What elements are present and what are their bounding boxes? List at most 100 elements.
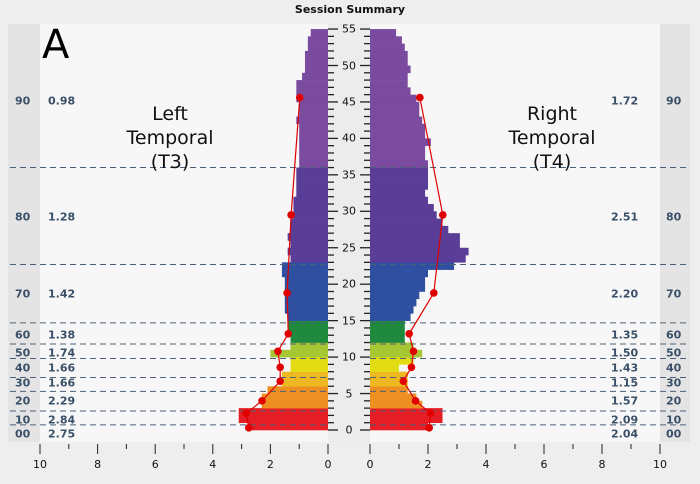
left-percentile-label: 00 (15, 427, 31, 441)
right-bar (370, 189, 426, 198)
left-band-value: 2.29 (48, 394, 76, 408)
right-spectrum-bars (370, 29, 469, 431)
right-bar (370, 138, 431, 146)
left-bar (284, 291, 328, 300)
right-bar (370, 72, 408, 81)
trend-point (411, 397, 420, 405)
left-bar (310, 29, 328, 37)
left-percentile-label: 70 (15, 287, 31, 301)
trend-point (276, 363, 284, 372)
right-bar (370, 109, 420, 117)
right-bar (370, 101, 420, 110)
right-bar (370, 174, 428, 183)
frequency-tick-label: 50 (342, 59, 356, 72)
right-percentile-label: 70 (666, 287, 682, 301)
trend-point (409, 347, 418, 356)
left-bar (281, 371, 328, 380)
left-label-line-3: (T3) (150, 151, 190, 173)
trend-point (274, 347, 282, 356)
right-bar (370, 233, 460, 241)
left-bar (261, 393, 328, 402)
right-percentile-label: 60 (666, 328, 682, 342)
frequency-axis-strip (328, 24, 370, 442)
right-trend-line (399, 93, 447, 432)
right-bar (370, 422, 428, 431)
left-band-value: 1.42 (48, 287, 76, 301)
right-bar (370, 65, 411, 74)
left-plot-area (30, 24, 328, 442)
left-bar (299, 152, 328, 161)
right-band-value: 1.43 (611, 361, 639, 375)
right-bar (370, 342, 414, 351)
left-bar (290, 240, 328, 249)
trend-point (295, 93, 304, 102)
left-bar (290, 225, 328, 234)
right-bar (370, 131, 426, 139)
right-bar (370, 291, 420, 300)
left-region-label: Left Temporal (T3) (105, 102, 235, 174)
frequency-tick-label: 40 (342, 131, 356, 145)
right-bar (370, 211, 437, 219)
trend-point (426, 409, 435, 418)
right-bar (370, 123, 426, 132)
left-bar (293, 211, 328, 219)
right-percentile-label: 90 (666, 94, 682, 108)
frequency-tick-label: 30 (342, 204, 356, 218)
left-bar (293, 204, 328, 212)
right-bar (370, 160, 428, 168)
left-bar (284, 298, 328, 307)
frequency-tick-label: 15 (342, 314, 356, 328)
frequency-tick-label: 55 (342, 22, 356, 36)
right-bar (370, 262, 455, 270)
right-bar (370, 29, 397, 37)
left-bar (299, 101, 328, 110)
left-bar (290, 342, 328, 351)
frequency-tick-label: 10 (342, 350, 356, 364)
frequency-tick-label: 20 (342, 277, 356, 291)
left-label-line-2: Temporal (126, 127, 214, 149)
right-band-value: 1.15 (611, 376, 639, 390)
right-band-value: 2.09 (611, 413, 639, 427)
left-bar (296, 116, 328, 125)
right-bar (370, 225, 449, 234)
left-band-value: 2.84 (48, 413, 76, 427)
left-x-tick-label: 4 (209, 458, 217, 471)
right-region-label: Right Temporal (T4) (487, 102, 617, 174)
left-bar (307, 36, 328, 44)
left-bar (290, 364, 328, 372)
right-percentile-column (660, 24, 690, 442)
left-bar (238, 408, 328, 416)
right-bar (370, 145, 426, 154)
left-bar (304, 58, 328, 66)
left-percentile-label: 10 (15, 413, 31, 427)
right-bar (370, 182, 428, 190)
left-bar (299, 131, 328, 139)
left-band-value: 2.75 (48, 427, 76, 441)
left-bar (296, 189, 328, 198)
left-bar (302, 72, 328, 81)
right-label-line-3: (T4) (532, 151, 572, 173)
left-percentile-label: 40 (15, 361, 31, 375)
right-bar (370, 386, 408, 394)
right-band-value: 1.72 (611, 94, 639, 108)
right-x-tick-label: 0 (366, 458, 374, 471)
left-bar (293, 196, 328, 205)
frequency-tick-label: 25 (342, 241, 356, 255)
right-label-line-2: Temporal (508, 127, 596, 149)
right-bar (370, 327, 405, 336)
frequency-tick-label: 0 (345, 423, 353, 437)
left-bar (299, 123, 328, 132)
left-percentile-column (8, 24, 40, 442)
left-bar (281, 378, 328, 387)
right-label-line-1: Right (526, 103, 578, 125)
right-bar (370, 218, 443, 227)
chart-title: Session Summary (294, 3, 406, 16)
right-bar (370, 269, 428, 278)
left-bar (304, 50, 328, 59)
panel-letter: A (42, 22, 70, 68)
trend-point (258, 397, 266, 405)
right-bar (370, 378, 408, 387)
left-bar (299, 138, 328, 146)
right-bar (370, 167, 428, 176)
